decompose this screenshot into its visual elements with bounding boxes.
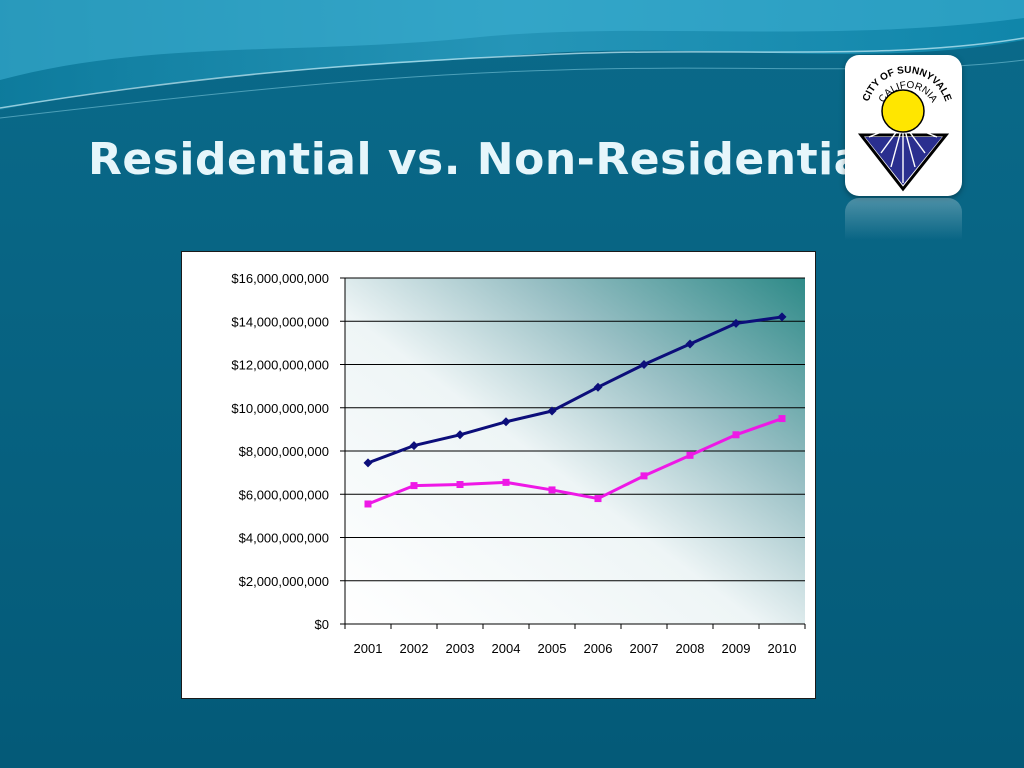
line-chart: $0 $2,000,000,000 $4,000,000,000 $6,000,000… [231, 271, 806, 656]
x-tick-label: 2009 [722, 641, 751, 656]
data-point [732, 431, 740, 439]
x-tick-label: 2001 [354, 641, 383, 656]
logo-reflection [845, 198, 962, 240]
data-point [501, 417, 511, 427]
data-point [456, 481, 464, 489]
city-logo: CITY OF SUNNYVALE CALIFORNIA [845, 55, 962, 196]
x-tick-label: 2004 [492, 641, 521, 656]
y-tick-label: $10,000,000,000 [231, 401, 329, 416]
slide-title: Residential vs. Non-Residential [88, 134, 880, 185]
data-point [685, 339, 695, 349]
y-tick-label: $16,000,000,000 [231, 271, 329, 286]
y-tick-label: $12,000,000,000 [231, 358, 329, 373]
x-tick-label: 2002 [400, 641, 429, 656]
data-point [410, 482, 418, 490]
y-axis-ticks: $0 $2,000,000,000 $4,000,000,000 $6,000,000… [231, 271, 329, 632]
y-tick-label: $0 [315, 617, 329, 632]
data-point [547, 406, 557, 416]
data-point [363, 458, 373, 468]
x-tick-label: 2006 [584, 641, 613, 656]
series-line [367, 417, 783, 506]
series-2 [364, 415, 786, 508]
y-tick-label: $2,000,000,000 [239, 574, 329, 589]
y-tick-label: $4,000,000,000 [239, 531, 329, 546]
data-point [731, 318, 741, 328]
y-tick-label: $8,000,000,000 [239, 444, 329, 459]
x-tick-label: 2008 [676, 641, 705, 656]
y-tick-label: $14,000,000,000 [231, 314, 329, 329]
x-tick-label: 2005 [538, 641, 567, 656]
city-seal-icon: CITY OF SUNNYVALE CALIFORNIA [857, 65, 953, 192]
data-point [364, 500, 372, 508]
x-tick-label: 2003 [446, 641, 475, 656]
data-point [548, 486, 556, 494]
data-point [778, 415, 786, 423]
x-tick-label: 2007 [630, 641, 659, 656]
data-point [409, 441, 419, 451]
data-point [593, 382, 603, 392]
data-point [455, 430, 465, 440]
series-layer [363, 312, 787, 508]
axes [340, 277, 806, 629]
data-point [640, 472, 648, 480]
data-point [639, 360, 649, 369]
header-wave-light [0, 0, 1024, 80]
y-tick-label: $6,000,000,000 [239, 487, 329, 502]
series-1 [363, 312, 787, 468]
series-line [367, 315, 783, 465]
chart-frame: $0 $2,000,000,000 $4,000,000,000 $6,000,000… [181, 251, 816, 699]
data-point [777, 312, 787, 322]
data-point [502, 478, 510, 486]
x-axis-ticks: 2001 2002 2003 2004 2005 2006 2007 2008 2009 2010 [354, 641, 797, 656]
data-point [594, 495, 602, 503]
x-tick-label: 2010 [768, 641, 797, 656]
header-wave-line [0, 37, 1024, 109]
data-point [686, 451, 694, 459]
